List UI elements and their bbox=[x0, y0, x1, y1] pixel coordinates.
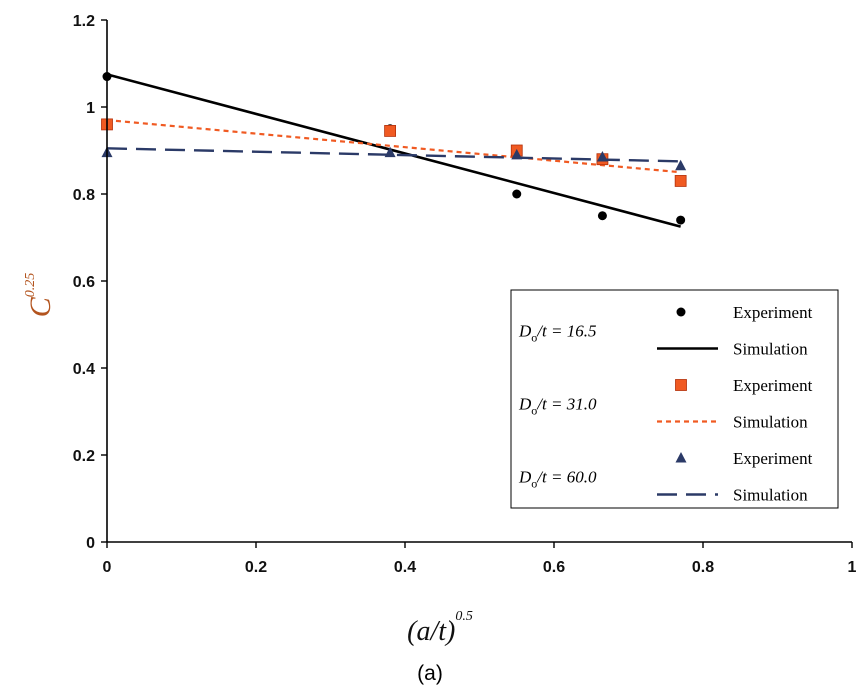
experiment-point bbox=[384, 146, 396, 158]
tick-layer: 0 0.2 0.4 0.6 0.8 1 0 0.2 0.4 0.6 0.8 1 1.2 bbox=[73, 13, 857, 576]
y-tick-label: 1 bbox=[86, 100, 95, 117]
x-axis-title: (a/t)0.5 bbox=[407, 609, 473, 647]
x-tick-label: 0.6 bbox=[543, 559, 565, 576]
figure-caption: (a) bbox=[417, 662, 443, 685]
experiment-point bbox=[676, 215, 686, 225]
legend-experiment-label: Experiment bbox=[733, 303, 813, 322]
legend-group-label: Do/t = 31.0 bbox=[518, 394, 597, 417]
experiment-point bbox=[674, 175, 687, 187]
legend-experiment-label: Experiment bbox=[733, 376, 813, 395]
series-group-1 bbox=[102, 72, 686, 228]
legend-experiment-marker bbox=[676, 307, 686, 317]
y-tick-label: 0.8 bbox=[73, 187, 95, 204]
x-tick-label: 0.8 bbox=[692, 559, 714, 576]
legend-rows: Do/t = 16.5 Experiment Simulation Do/t = 31… bbox=[518, 303, 813, 505]
x-tick-label: 0 bbox=[103, 559, 112, 576]
legend-simulation-label: Simulation bbox=[733, 486, 808, 505]
experiment-point bbox=[596, 151, 608, 162]
simulation-line bbox=[106, 73, 681, 228]
y-tick-label: 0.6 bbox=[73, 274, 95, 291]
experiment-point bbox=[512, 189, 522, 199]
experiment-point bbox=[675, 159, 687, 171]
legend-experiment-marker bbox=[675, 452, 687, 463]
legend-simulation-label: Simulation bbox=[733, 413, 808, 432]
y-axis-title-base: C bbox=[24, 296, 57, 317]
simulation-line bbox=[106, 147, 681, 163]
x-axis-title-base: (a/t) bbox=[407, 616, 455, 647]
x-tick-label: 0.2 bbox=[245, 559, 267, 576]
y-tick-label: 0.4 bbox=[73, 361, 95, 378]
simulation-line bbox=[106, 118, 681, 174]
legend-group-label: Do/t = 16.5 bbox=[518, 321, 596, 344]
x-tick-label: 0.4 bbox=[394, 559, 416, 576]
legend: Do/t = 16.5 Experiment Simulation Do/t = 31… bbox=[510, 289, 839, 509]
series-layer bbox=[101, 72, 687, 228]
y-tick-label: 0 bbox=[86, 535, 95, 552]
x-axis-title-exponent: 0.5 bbox=[455, 609, 473, 624]
y-axis-title-exponent: 0.25 bbox=[23, 273, 38, 298]
legend-group-label: Do/t = 60.0 bbox=[518, 467, 597, 490]
legend-box bbox=[510, 289, 839, 509]
experiment-point bbox=[384, 125, 397, 137]
y-axis-title: C0.25 bbox=[23, 273, 57, 318]
legend-simulation-label: Simulation bbox=[733, 340, 808, 359]
legend-experiment-label: Experiment bbox=[733, 449, 813, 468]
series-group-2 bbox=[101, 118, 687, 187]
experiment-point bbox=[597, 211, 607, 221]
x-tick-label: 1 bbox=[848, 559, 857, 576]
experiment-point bbox=[511, 148, 523, 160]
y-tick-label: 0.2 bbox=[73, 448, 95, 465]
y-tick-label: 1.2 bbox=[73, 13, 95, 30]
legend-experiment-marker bbox=[675, 379, 687, 391]
